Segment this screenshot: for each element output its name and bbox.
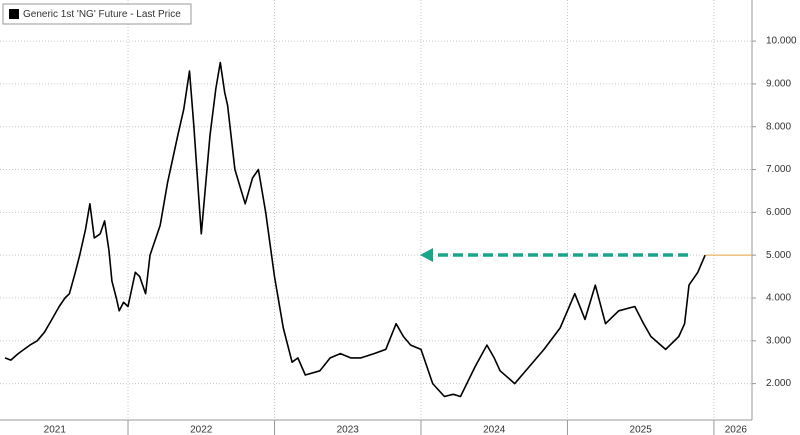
- y-tick-label: 3.000: [766, 335, 791, 346]
- plot: [4, 61, 752, 398]
- x-tick-label: 2021: [44, 425, 67, 435]
- legend-swatch: [9, 9, 19, 19]
- arrow-annotation: [420, 248, 688, 262]
- y-tick-label: 9.000: [766, 79, 791, 90]
- x-tick-label: 2022: [190, 425, 213, 435]
- x-tick-label: 2023: [337, 425, 360, 435]
- x-tick-label: 2026: [725, 425, 748, 435]
- x-tick-label: 2025: [630, 425, 653, 435]
- legend-box: [2, 3, 192, 25]
- y-tick-label: 2.000: [766, 378, 791, 389]
- y-tick-label: 6.000: [766, 207, 791, 218]
- legend-label: Generic 1st 'NG' Future - Last Price: [23, 9, 181, 20]
- legend: Generic 1st 'NG' Future - Last Price: [2, 3, 192, 25]
- arrow-head: [420, 248, 433, 262]
- y-tick-label: 10.000: [766, 36, 797, 47]
- x-tick-label: 2024: [483, 425, 506, 435]
- y-tick-label: 5.000: [766, 250, 791, 261]
- price-line: [4, 61, 706, 398]
- y-tick-label: 7.000: [766, 164, 791, 175]
- y-tick-label: 8.000: [766, 121, 791, 132]
- y-tick-label: 4.000: [766, 293, 791, 304]
